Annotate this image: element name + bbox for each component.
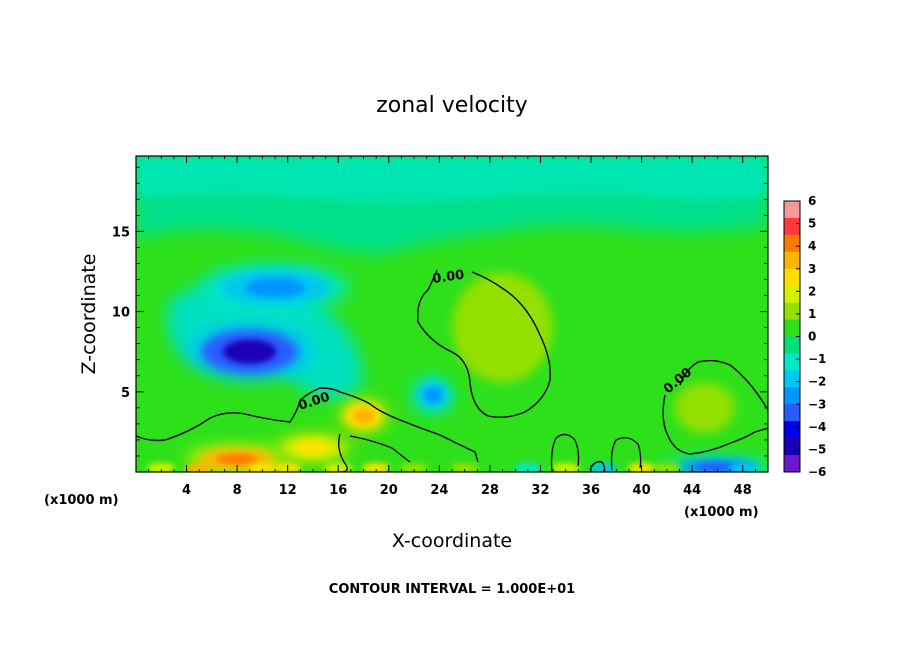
colorbar-tick-label: −2 bbox=[808, 375, 826, 389]
zero-contour-near-surface bbox=[136, 387, 479, 463]
colorbar: 6 5 4 3 2 1 0 −1 −2 −3 −4 −5 −6 bbox=[783, 194, 826, 479]
feature-core bbox=[424, 387, 442, 403]
y-tick-label: 10 bbox=[112, 306, 130, 321]
colorbar-tick-label: −1 bbox=[808, 352, 826, 366]
x-unit-label-left: (x1000 m) bbox=[44, 493, 119, 508]
upper-layer-teal bbox=[136, 156, 768, 203]
chart-title: zonal velocity bbox=[376, 93, 528, 118]
surface-speckle bbox=[513, 463, 542, 472]
feature-core bbox=[244, 277, 306, 298]
surface-speckle bbox=[248, 463, 277, 472]
field-feature bbox=[336, 396, 391, 435]
feature-core bbox=[296, 441, 330, 455]
zero-contours bbox=[136, 269, 768, 472]
velocity-field bbox=[136, 156, 768, 472]
x-tick-label: 40 bbox=[633, 483, 651, 498]
x-tick-label: 12 bbox=[279, 483, 297, 498]
field-feature bbox=[200, 263, 350, 312]
colorbar-tick-label: −3 bbox=[808, 397, 826, 411]
colorbar-segment bbox=[784, 319, 800, 337]
contour-label-2: 0.00 bbox=[431, 268, 465, 287]
x-tick-label: 48 bbox=[734, 483, 752, 498]
x-tick-label: 20 bbox=[380, 483, 398, 498]
colorbar-tick-label: 1 bbox=[808, 307, 816, 321]
feature-core bbox=[475, 297, 531, 358]
y-tick-label: 5 bbox=[121, 386, 130, 401]
feature-core bbox=[695, 462, 740, 472]
surface-speckle bbox=[551, 463, 580, 472]
colorbar-segment bbox=[784, 387, 800, 405]
contour-interval-note: CONTOUR INTERVAL = 1.000E+01 bbox=[329, 582, 575, 597]
feature-layer bbox=[147, 253, 768, 472]
colorbar-segment bbox=[784, 370, 800, 388]
feature-core bbox=[223, 339, 277, 364]
x-tick-label: 24 bbox=[430, 483, 448, 498]
colorbar-segment bbox=[784, 234, 800, 253]
colorbar-tick-label: 0 bbox=[808, 330, 816, 344]
surface-speckle bbox=[450, 463, 479, 472]
colorbar-segment bbox=[784, 353, 800, 371]
zero-contour-upper-lobe bbox=[417, 269, 551, 419]
colorbar-tick-label: 5 bbox=[808, 217, 816, 231]
field-feature bbox=[664, 374, 746, 442]
colorbar-segment bbox=[784, 251, 800, 270]
zero-contour-east-lobe bbox=[662, 359, 768, 455]
x-tick-label: 4 bbox=[182, 483, 191, 498]
surface-speckle bbox=[185, 463, 214, 472]
colorbar-tick-label: −5 bbox=[808, 442, 826, 456]
x-tick-label: 44 bbox=[683, 483, 701, 498]
x-tick-label: 28 bbox=[481, 483, 499, 498]
y-axis-title: Z-coordinate bbox=[78, 254, 100, 375]
colorbar-tick-label: 6 bbox=[808, 194, 816, 208]
surface-speckle bbox=[362, 463, 391, 472]
field-feature bbox=[184, 321, 315, 382]
y-tick-label: 15 bbox=[112, 225, 130, 240]
surface-speckle bbox=[147, 463, 176, 472]
feature-core bbox=[352, 408, 375, 424]
colorbar-tick-label: 3 bbox=[808, 262, 816, 276]
field-feature bbox=[435, 253, 571, 402]
surface-speckle bbox=[400, 463, 429, 472]
colorbar-segment bbox=[784, 336, 800, 354]
y-axis: 5 10 15 bbox=[112, 166, 768, 457]
colorbar-segment bbox=[784, 404, 800, 422]
colorbar-segment bbox=[784, 438, 800, 456]
zero-contour-small-1 bbox=[338, 433, 411, 472]
field-feature bbox=[411, 376, 455, 414]
colorbar-tick-label: −4 bbox=[808, 420, 826, 434]
colorbar-segment bbox=[784, 201, 800, 219]
colorbar-segment bbox=[784, 285, 800, 303]
surface-speckle bbox=[652, 463, 681, 472]
feature-core bbox=[688, 394, 722, 422]
zero-contour-small-4 bbox=[589, 461, 606, 472]
colorbar-segment bbox=[784, 217, 800, 236]
field-feature bbox=[272, 431, 354, 465]
colorbar-tick-label: 4 bbox=[808, 239, 816, 253]
x-tick-label: 8 bbox=[233, 483, 242, 498]
colorbar-segment bbox=[784, 455, 800, 473]
colorbar-tick-label: 2 bbox=[808, 284, 816, 298]
feature-core bbox=[216, 453, 259, 465]
x-tick-label: 16 bbox=[329, 483, 347, 498]
colorbar-segment bbox=[784, 421, 800, 439]
colorbar-segment bbox=[784, 268, 800, 286]
zero-contour-small-3 bbox=[610, 437, 642, 471]
colorbar-segment bbox=[784, 302, 800, 320]
x-tick-label: 36 bbox=[582, 483, 600, 498]
zero-contour-small-2 bbox=[550, 433, 580, 472]
colorbar-tick-label: −6 bbox=[808, 465, 826, 479]
x-tick-label: 32 bbox=[531, 483, 549, 498]
x-axis-title: X-coordinate bbox=[392, 530, 512, 552]
x-axis: 4 8 12 16 20 24 28 32 36 40 44 48 bbox=[148, 156, 756, 498]
surface-speckle bbox=[589, 463, 618, 472]
x-unit-label-right: (x1000 m) bbox=[684, 505, 759, 520]
